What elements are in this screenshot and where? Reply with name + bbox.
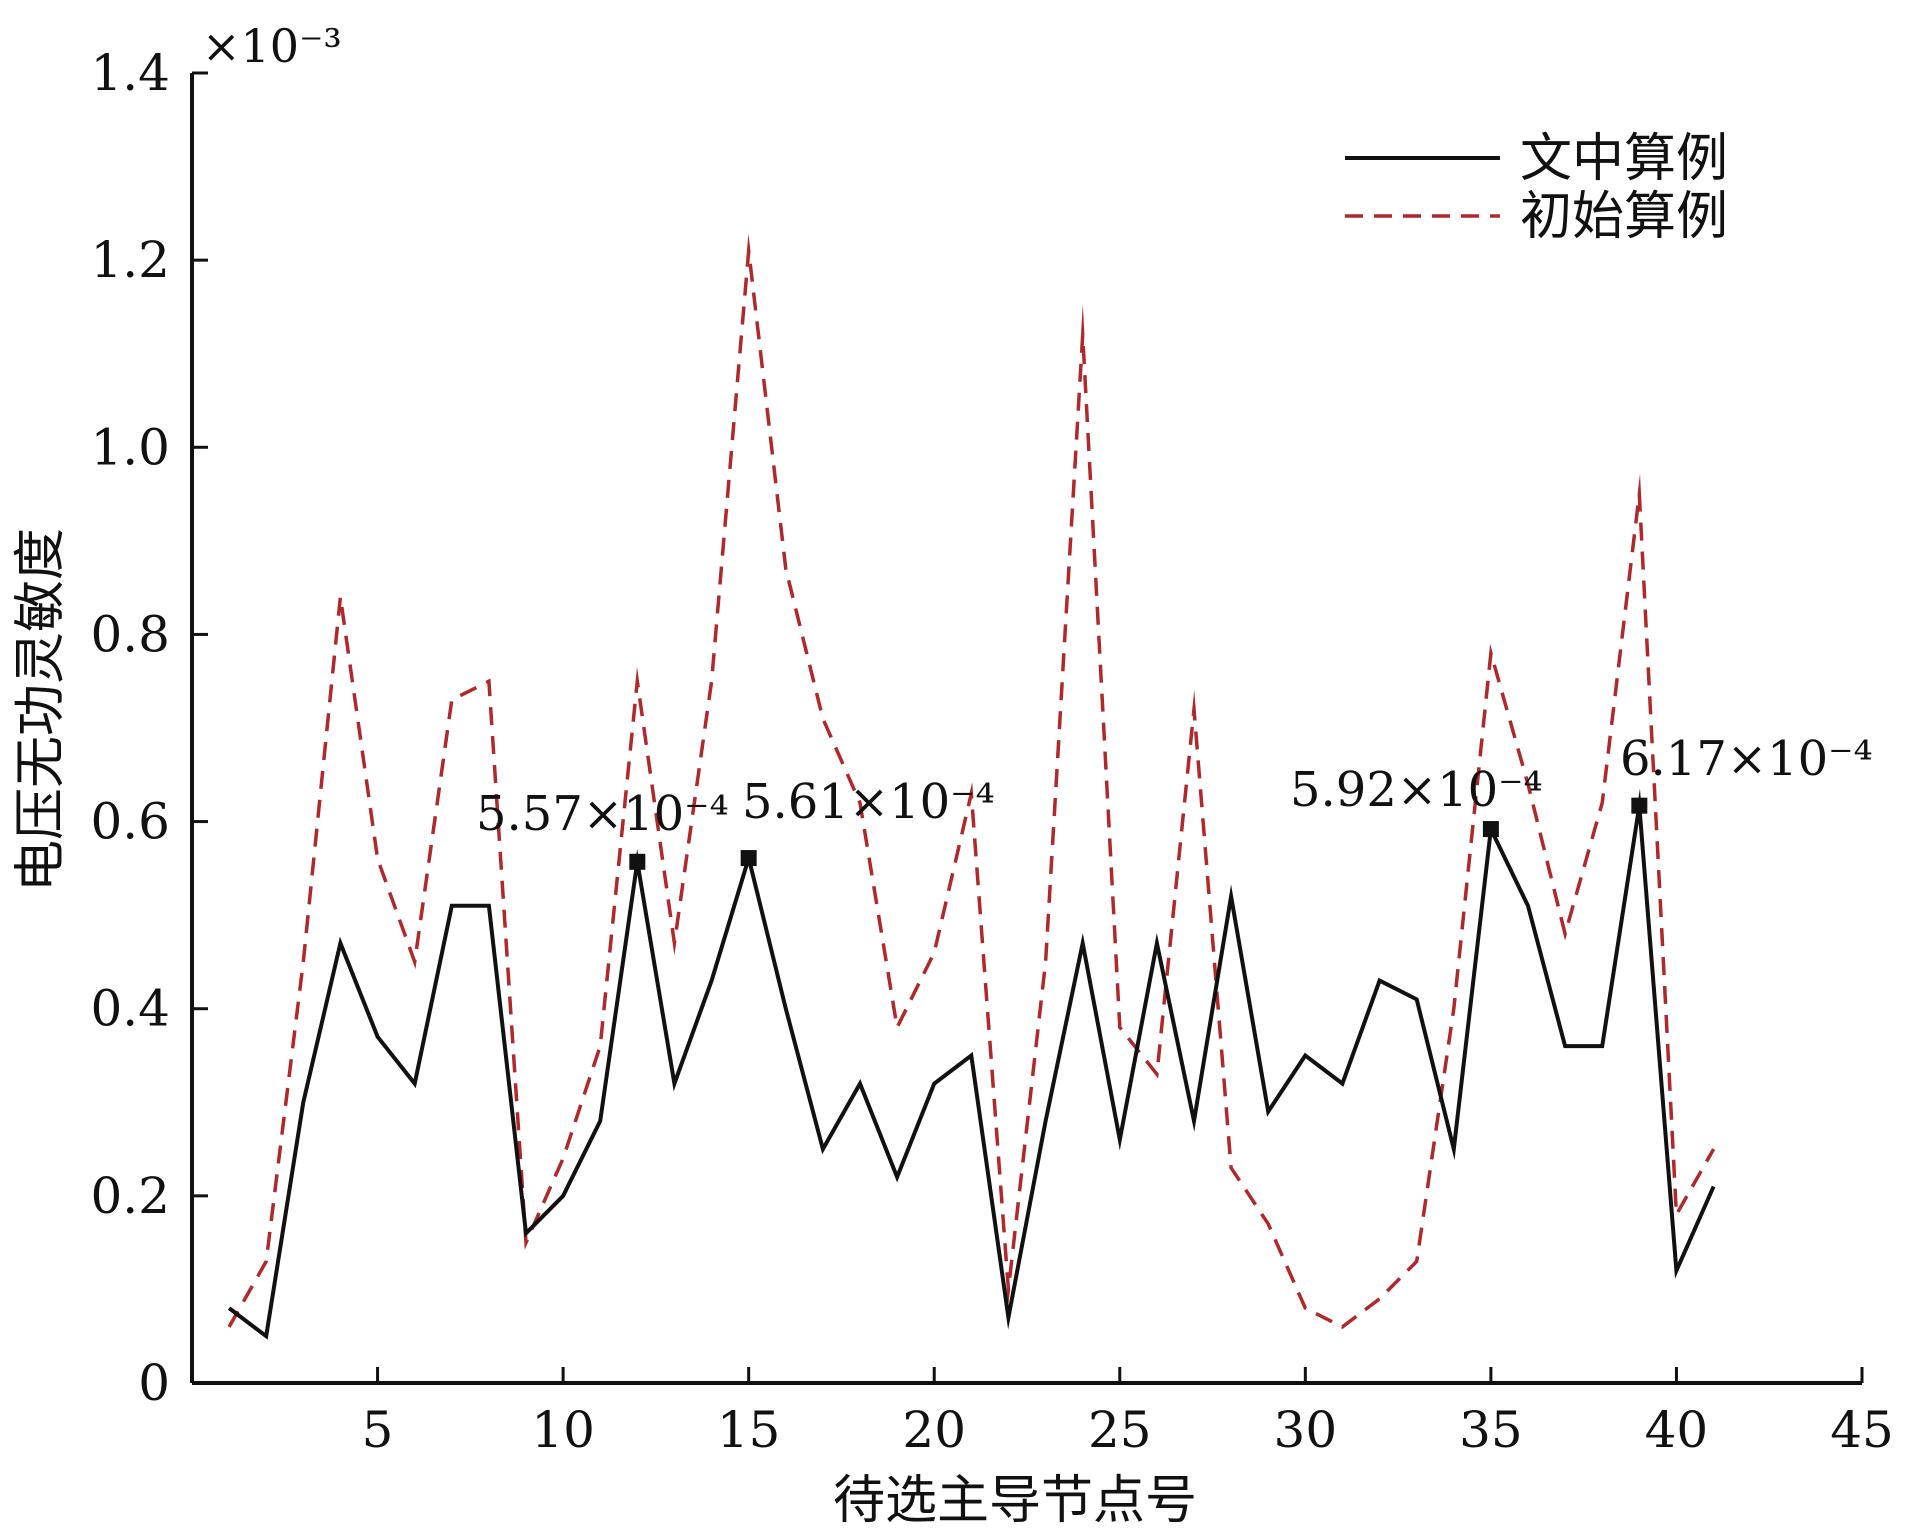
y-tick-label: 1.0 bbox=[90, 418, 170, 476]
peak-marker bbox=[1482, 821, 1499, 838]
x-tick-label: 25 bbox=[1088, 1401, 1152, 1459]
x-tick-label: 20 bbox=[902, 1401, 966, 1459]
peak-marker bbox=[1631, 797, 1648, 814]
x-tick-label: 45 bbox=[1830, 1401, 1894, 1459]
peak-value-label: 6.17×10⁻⁴ bbox=[1620, 731, 1873, 787]
annotation-layer: 5.57×10⁻⁴ 5.61×10⁻⁴ 5.92×10⁻⁴ 6.17×10⁻⁴ bbox=[476, 731, 1873, 870]
y-axis-multiplier: ×10⁻³ bbox=[202, 19, 342, 73]
x-tick-label: 15 bbox=[717, 1401, 781, 1459]
peak-value-label: 5.61×10⁻⁴ bbox=[742, 774, 995, 830]
y-tick-label: 0.2 bbox=[90, 1167, 170, 1225]
y-tick-label: 1.4 bbox=[90, 44, 170, 102]
y-tick-label: 1.2 bbox=[90, 231, 170, 289]
axes: 5 10 15 20 25 30 35 40 45 0 0.2 0.4 0.6 0.8 1.0 1.2 1.4 bbox=[90, 44, 1893, 1459]
x-axis-title: 待选主导节点号 bbox=[833, 1471, 1197, 1531]
y-tick-label: 0 bbox=[138, 1354, 170, 1412]
series-line-2 bbox=[227, 233, 1716, 1329]
peak-marker bbox=[629, 853, 646, 870]
peak-marker bbox=[740, 850, 757, 867]
legend-label-series-1: 文中算例 bbox=[1520, 129, 1728, 189]
x-tick-label: 35 bbox=[1459, 1401, 1523, 1459]
y-tick-label: 0.4 bbox=[90, 980, 170, 1038]
y-axis-title: 电压无功灵敏度 bbox=[11, 528, 71, 892]
legend: 文中算例 初始算例 bbox=[1345, 129, 1728, 247]
y-tick-label: 0.8 bbox=[90, 605, 170, 663]
x-tick-label: 5 bbox=[362, 1401, 394, 1459]
x-tick-label: 10 bbox=[531, 1401, 595, 1459]
peak-value-label: 5.92×10⁻⁴ bbox=[1290, 762, 1543, 818]
y-tick-label: 0.6 bbox=[90, 793, 170, 851]
x-tick-label: 30 bbox=[1274, 1401, 1338, 1459]
series-layer bbox=[227, 233, 1716, 1340]
series-line-1 bbox=[227, 788, 1716, 1340]
legend-label-series-2: 初始算例 bbox=[1520, 187, 1728, 247]
x-tick-label: 40 bbox=[1645, 1401, 1709, 1459]
peak-value-label: 5.57×10⁻⁴ bbox=[476, 786, 729, 842]
